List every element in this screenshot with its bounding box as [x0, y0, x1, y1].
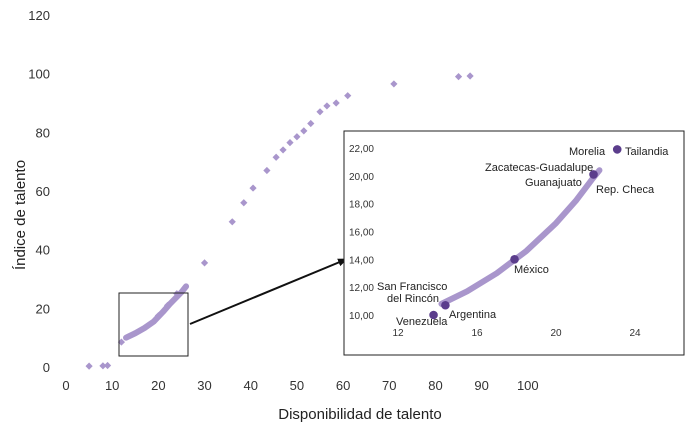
x-tick-label: 100 [517, 378, 539, 393]
label-venezuela: Venezuela [396, 316, 448, 328]
data-point [99, 362, 107, 370]
inset-panel [343, 130, 685, 356]
x-tick-label: 60 [336, 378, 350, 393]
x-tick-label: 0 [62, 378, 69, 393]
x-tick-label: 40 [243, 378, 257, 393]
data-point [300, 127, 308, 135]
data-point [344, 92, 352, 100]
inset-point [429, 310, 438, 320]
data-point [307, 119, 315, 128]
label-zacatecas: Zacatecas-Guadalupe [485, 162, 593, 174]
inset-y-tick-label: 10,00 [349, 311, 374, 322]
data-point [286, 139, 294, 147]
inset-point [510, 255, 519, 264]
inset-y-tick-label: 14,00 [349, 255, 374, 266]
y-tick-label: 80 [36, 125, 50, 140]
data-point [263, 166, 271, 175]
x-axis-title: Disponibilidad de talento [278, 406, 441, 423]
data-point [390, 80, 398, 88]
zoom-arrow [189, 258, 348, 325]
data-point [454, 73, 463, 81]
y-tick-label: 20 [36, 301, 50, 316]
data-point [85, 362, 93, 370]
data-point [164, 301, 172, 309]
inset-point [589, 170, 598, 179]
x-tick-label: 30 [197, 378, 211, 393]
inset-y-tick-label: 12,00 [349, 283, 374, 294]
x-tick-label: 50 [290, 378, 304, 393]
inset-y-tick-label: 18,00 [349, 200, 374, 211]
inset-y-tick-label: 22,00 [349, 144, 374, 155]
inset-plot: 12 16 20 24 10,00 12,00 14,00 16,00 18,00 20,00 22… [349, 144, 641, 339]
label-rep-checa: Rep. Checa [596, 184, 655, 196]
x-tick-label: 70 [382, 378, 396, 393]
inset-x-tick-label: 12 [392, 328, 404, 339]
data-point [323, 102, 331, 110]
data-point [240, 199, 248, 207]
data-point [293, 133, 301, 141]
inset-x-tick-label: 24 [629, 328, 641, 339]
y-tick-label: 0 [43, 360, 50, 375]
label-morelia: Morelia [569, 146, 606, 158]
data-point [154, 312, 162, 320]
x-tick-label: 90 [474, 378, 488, 393]
data-point [117, 338, 126, 346]
x-tick-label: 10 [105, 378, 119, 393]
data-point [316, 108, 324, 116]
y-tick-label: 60 [36, 184, 50, 199]
label-san-francisco-line2: del Rincón [387, 293, 439, 305]
inset-x-tick-label: 20 [550, 328, 562, 339]
data-point [103, 361, 112, 370]
inset-point [441, 300, 450, 310]
data-point [272, 153, 280, 161]
x-tick-label: 80 [428, 378, 442, 393]
y-tick-label: 100 [28, 67, 50, 82]
data-point [332, 99, 340, 107]
zoom-box [118, 292, 189, 357]
inset-y-tick-label: 20,00 [349, 172, 374, 183]
inset-curve [438, 167, 603, 307]
label-san-francisco-line1: San Francisco [377, 281, 447, 293]
data-point [228, 218, 236, 226]
label-tailandia: Tailandia [625, 146, 669, 158]
data-point [249, 184, 257, 192]
label-guanajuato: Guanajuato [525, 177, 582, 189]
label-mexico: México [514, 264, 549, 276]
inset-x-tick-label: 16 [471, 328, 483, 339]
x-tick-label: 20 [151, 378, 165, 393]
inset-point [612, 145, 622, 154]
data-point [279, 146, 287, 154]
y-tick-label: 120 [28, 8, 50, 23]
y-axis-title: Índice de talento [12, 160, 29, 270]
label-argentina: Argentina [449, 309, 497, 321]
data-point [200, 259, 209, 267]
y-tick-label: 40 [36, 243, 50, 258]
main-plot: 0 10 20 30 40 50 60 70 80 90 100 0 20 40 60 80 100 120 [28, 8, 538, 393]
data-point [173, 290, 181, 298]
inset-y-tick-label: 16,00 [349, 228, 374, 239]
data-point [466, 72, 474, 80]
